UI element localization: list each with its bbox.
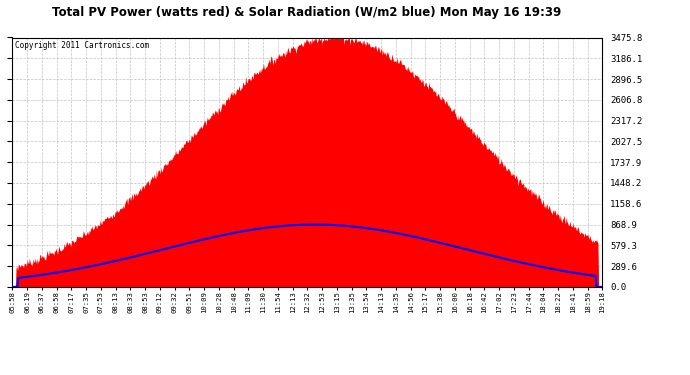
Text: Copyright 2011 Cartronics.com: Copyright 2011 Cartronics.com (15, 41, 150, 50)
Text: Total PV Power (watts red) & Solar Radiation (W/m2 blue) Mon May 16 19:39: Total PV Power (watts red) & Solar Radia… (52, 6, 562, 19)
